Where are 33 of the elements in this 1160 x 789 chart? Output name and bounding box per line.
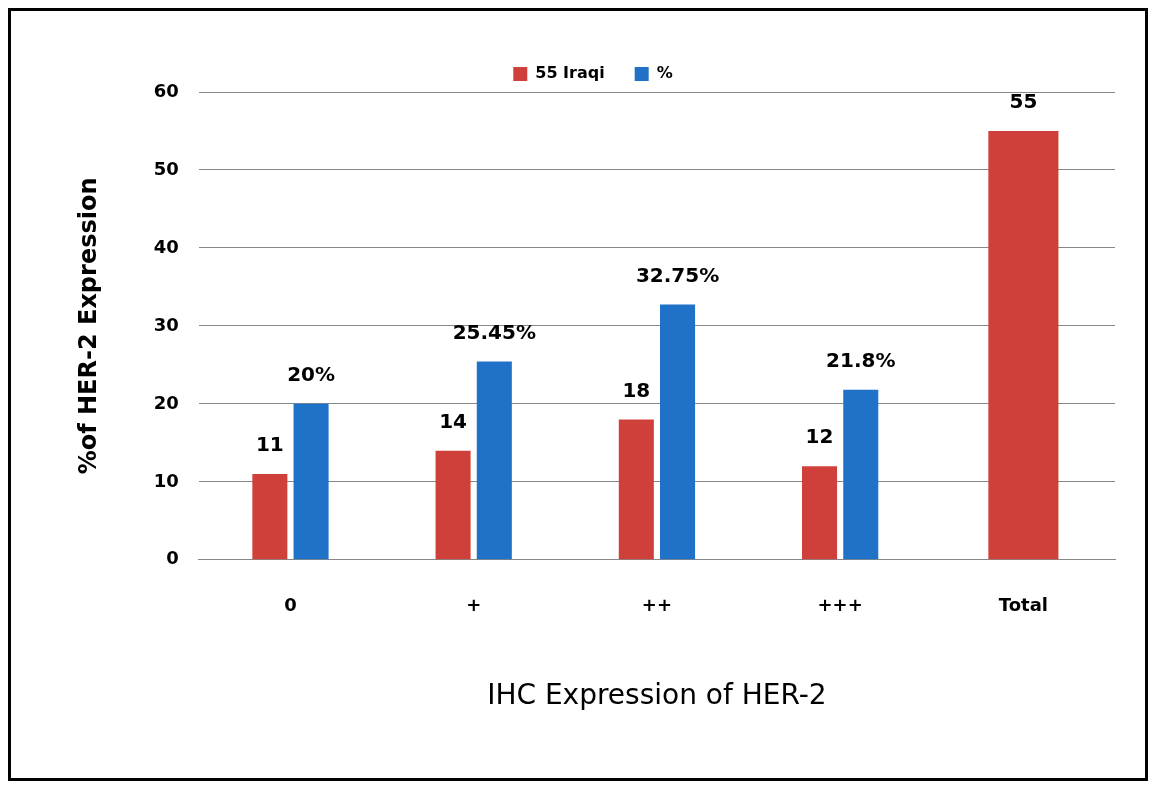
y-tick-label: 20 (153, 391, 179, 413)
bar (293, 403, 329, 560)
bar (252, 474, 288, 560)
y-tick-label: 10 (153, 469, 179, 491)
bar (476, 361, 512, 560)
y-tick-label: 60 (153, 79, 179, 101)
bar (802, 466, 838, 560)
y-axis-title: %of HER-2 Expression (73, 177, 102, 475)
legend-label: 55 Iraqi (535, 63, 605, 83)
bar (660, 304, 696, 560)
y-tick-label: 40 (153, 235, 179, 257)
data-label: 18 (622, 377, 651, 402)
x-tick-label: ++ (641, 594, 673, 616)
y-tick-label: 30 (153, 313, 179, 335)
x-tick-label: + (466, 594, 482, 616)
data-label: 20% (287, 362, 336, 387)
data-label: 11 (255, 432, 284, 457)
data-label: 21.8% (826, 348, 896, 373)
x-axis-title: IHC Expression of HER-2 (487, 678, 827, 712)
data-label: 12 (805, 424, 834, 449)
data-label: 55 (1009, 89, 1038, 114)
y-tick-label: 0 (166, 547, 179, 569)
bar (435, 450, 471, 560)
bar (618, 419, 654, 560)
x-tick-label: +++ (817, 594, 863, 616)
x-tick-label: 0 (284, 594, 297, 616)
y-tick-label: 50 (153, 157, 179, 179)
data-label: 25.45% (452, 319, 536, 344)
x-tick-label: Total (998, 594, 1048, 616)
data-label: 32.75% (635, 262, 720, 287)
data-label: 14 (439, 408, 467, 433)
bar (843, 389, 879, 560)
legend-label: % (656, 63, 673, 83)
